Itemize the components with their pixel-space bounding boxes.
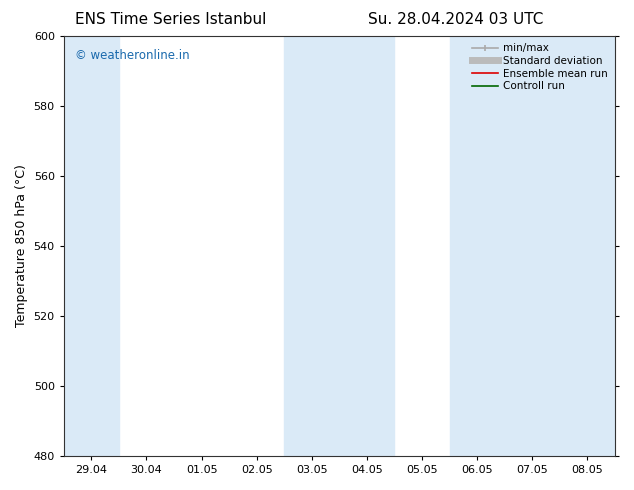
Bar [284,36,394,456]
Bar [450,36,615,456]
Text: Su. 28.04.2024 03 UTC: Su. 28.04.2024 03 UTC [368,12,543,27]
Bar [64,36,119,456]
Legend: min/max, Standard deviation, Ensemble mean run, Controll run: min/max, Standard deviation, Ensemble me… [469,41,610,93]
Y-axis label: Temperature 850 hPa (°C): Temperature 850 hPa (°C) [15,165,28,327]
Text: ENS Time Series Istanbul: ENS Time Series Istanbul [75,12,266,27]
Text: © weatheronline.in: © weatheronline.in [75,49,190,62]
